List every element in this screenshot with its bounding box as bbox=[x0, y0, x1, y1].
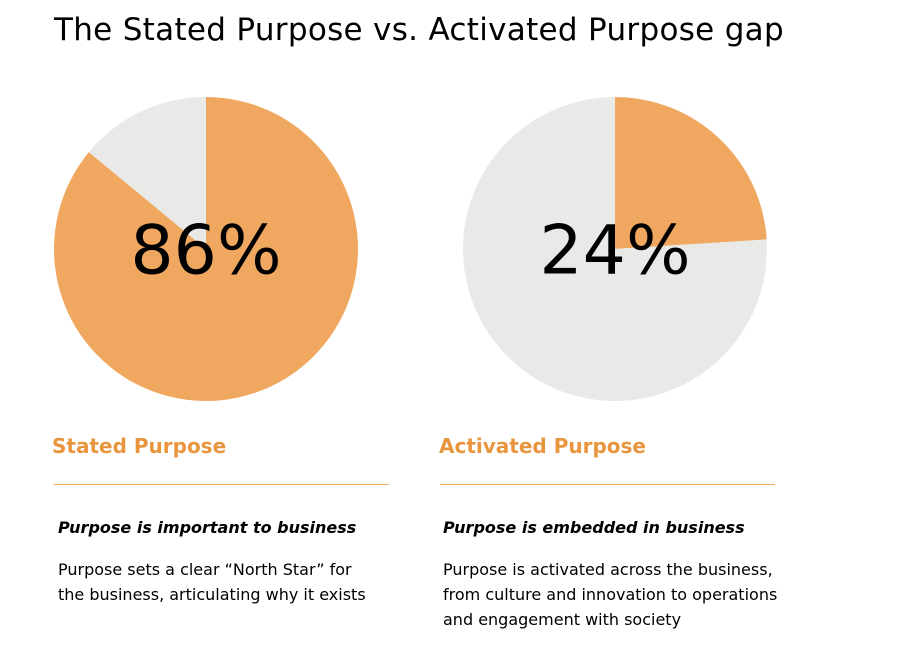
stated-purpose-center-label: 86% bbox=[130, 212, 281, 291]
activated-purpose-description-line: and engagement with society bbox=[443, 610, 682, 629]
stated-purpose-divider bbox=[54, 484, 389, 485]
stated-purpose-pie-svg: 86% bbox=[53, 97, 358, 401]
page-title: The Stated Purpose vs. Activated Purpose… bbox=[54, 12, 784, 48]
pie-slice-remainder bbox=[462, 97, 767, 401]
activated-purpose-subheading: Purpose is embedded in business bbox=[443, 518, 745, 537]
activated-purpose-heading: Activated Purpose bbox=[439, 434, 646, 458]
activated-purpose-divider bbox=[440, 484, 775, 485]
stated-purpose-description-line: Purpose sets a clear “North Star” for bbox=[58, 560, 352, 579]
activated-purpose-pie-svg: 24% bbox=[462, 97, 767, 401]
pie-slice-value bbox=[615, 97, 767, 249]
pie-slice-remainder bbox=[88, 97, 206, 249]
activated-purpose-pie-chart: 24% bbox=[461, 95, 769, 403]
stated-purpose-description-line: the business, articulating why it exists bbox=[58, 585, 366, 604]
stated-purpose-heading: Stated Purpose bbox=[52, 434, 227, 458]
stated-purpose-pie-chart: 86% bbox=[52, 95, 360, 403]
activated-purpose-description-line: Purpose is activated across the business… bbox=[443, 560, 773, 579]
activated-purpose-center-label: 24% bbox=[539, 212, 690, 291]
activated-purpose-description-line: from culture and innovation to operation… bbox=[443, 585, 778, 604]
stated-purpose-description: Purpose sets a clear “North Star” for th… bbox=[58, 557, 366, 607]
stated-purpose-subheading: Purpose is important to business bbox=[58, 518, 357, 537]
activated-purpose-description: Purpose is activated across the business… bbox=[443, 557, 777, 632]
pie-slice-value bbox=[53, 97, 358, 401]
